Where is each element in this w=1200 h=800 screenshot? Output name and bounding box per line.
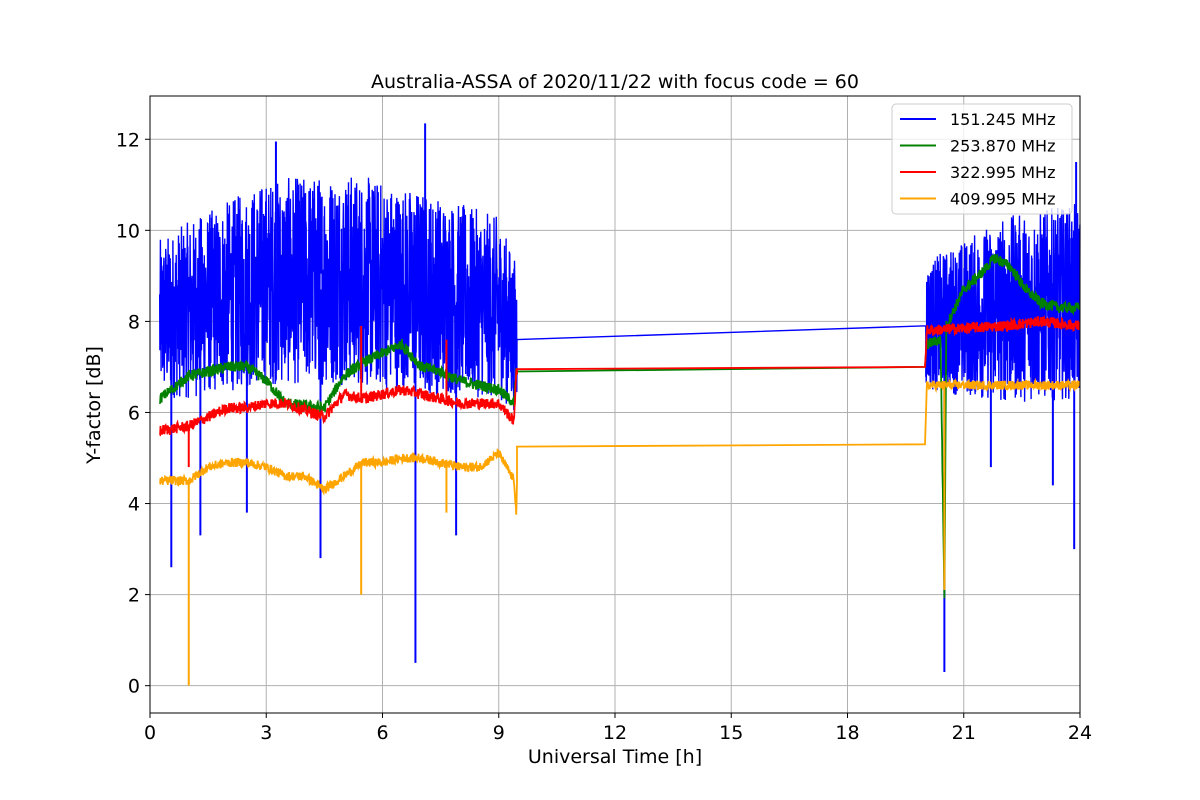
x-tick-label: 12	[603, 722, 627, 744]
x-tick-label: 0	[144, 722, 156, 744]
legend: 151.245 MHz 253.870 MHz 322.995 MHz 409.995…	[891, 103, 1073, 215]
legend-label: 253.870 MHz	[950, 137, 1055, 156]
legend-box	[891, 103, 1073, 215]
series-line-green	[158, 252, 1081, 599]
x-tick-label: 15	[719, 722, 743, 744]
legend-label: 322.995 MHz	[950, 163, 1055, 182]
series-line-orange	[159, 377, 1081, 515]
y-tick-label: 4	[128, 494, 140, 516]
x-tick-label: 9	[493, 722, 505, 744]
x-axis: 0 3 6 9 12 15 18 21 24	[144, 713, 1092, 744]
x-tick-label: 6	[376, 722, 388, 744]
chart-title: Australia-ASSA of 2020/11/22 with focus …	[371, 71, 859, 93]
y-tick-label: 8	[128, 311, 140, 333]
legend-label: 409.995 MHz	[950, 190, 1055, 209]
x-axis-label: Universal Time [h]	[528, 746, 702, 768]
y-tick-label: 0	[128, 676, 140, 698]
y-axis: 0 2 4 6 8 10 12	[116, 129, 150, 698]
legend-label: 151.245 MHz	[950, 110, 1055, 129]
x-tick-label: 24	[1068, 722, 1092, 744]
series-layer	[158, 123, 1081, 686]
y-tick-label: 10	[116, 220, 140, 242]
x-tick-label: 21	[952, 722, 976, 744]
y-tick-label: 12	[116, 129, 140, 151]
x-tick-label: 3	[260, 722, 272, 744]
y-tick-label: 2	[128, 585, 140, 607]
y-axis-label: Y-factor [dB]	[83, 346, 105, 465]
series-line-red	[159, 314, 1081, 437]
x-tick-label: 18	[835, 722, 859, 744]
y-tick-label: 6	[128, 402, 140, 424]
